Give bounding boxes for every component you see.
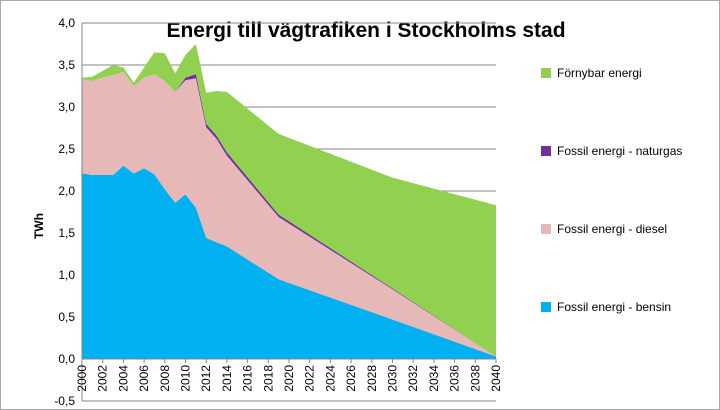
legend-swatch bbox=[541, 224, 551, 234]
legend-swatch bbox=[541, 146, 551, 156]
legend-swatch bbox=[541, 68, 551, 78]
y-tick-labels: 4,0 3,5 3,0 2,5 2,0 1,5 1,0 0,5 0,0 -0,5 bbox=[54, 16, 75, 408]
legend-label: Förnybar energi bbox=[557, 66, 642, 80]
y-tick-label: 1,5 bbox=[58, 226, 75, 240]
y-tick-label: -0,5 bbox=[54, 394, 75, 408]
x-tick-label: 2036 bbox=[448, 365, 462, 392]
x-tick-label: 2032 bbox=[406, 365, 420, 392]
x-tick-label: 2022 bbox=[303, 365, 317, 392]
y-axis-label: TWh bbox=[32, 213, 46, 239]
x-tick-label: 2040 bbox=[489, 365, 503, 392]
x-tick-label: 2008 bbox=[158, 365, 172, 392]
y-tick-label: 3,0 bbox=[58, 100, 75, 114]
x-tick-label: 2010 bbox=[179, 365, 193, 392]
x-tick-label: 2014 bbox=[220, 365, 234, 392]
y-tick-label: 0,0 bbox=[58, 352, 75, 366]
legend-label: Fossil energi - naturgas bbox=[557, 144, 682, 158]
axes bbox=[81, 23, 497, 401]
x-tick-label: 2012 bbox=[199, 365, 213, 392]
x-tick-label: 2020 bbox=[282, 365, 296, 392]
chart-title: Energi till vägtrafiken i Stockholms sta… bbox=[166, 19, 566, 42]
legend-label: Fossil energi - bensin bbox=[557, 300, 671, 314]
legend: Förnybar energi Fossil energi - naturgas F… bbox=[541, 66, 682, 314]
x-tick-label: 2004 bbox=[116, 365, 130, 392]
legend-label: Fossil energi - diesel bbox=[557, 222, 667, 236]
y-tick-label: 2,5 bbox=[58, 142, 75, 156]
series-area bbox=[82, 44, 496, 357]
x-tick-label: 2016 bbox=[241, 365, 255, 392]
x-tick-label: 2000 bbox=[75, 365, 89, 392]
x-tick-label: 2002 bbox=[96, 365, 110, 392]
y-tick-label: 3,5 bbox=[58, 58, 75, 72]
x-tick-label: 2030 bbox=[386, 365, 400, 392]
x-tick-label: 2028 bbox=[365, 365, 379, 392]
y-tick-label: 1,0 bbox=[58, 268, 75, 282]
series-areas bbox=[82, 44, 496, 359]
x-tick-label: 2034 bbox=[427, 365, 441, 392]
x-tick-label: 2024 bbox=[323, 365, 337, 392]
legend-swatch bbox=[541, 302, 551, 312]
x-tick-label: 2038 bbox=[468, 365, 482, 392]
y-tick-label: 4,0 bbox=[58, 16, 75, 30]
y-tick-label: 2,0 bbox=[58, 184, 75, 198]
series-area bbox=[82, 71, 496, 357]
x-tick-label: 2018 bbox=[261, 365, 275, 392]
x-tick-labels: 2000 2002 2004 2006 2008 2010 2012 2014 2016 2018… bbox=[75, 365, 503, 392]
x-tick-label: 2006 bbox=[137, 365, 151, 392]
series-area bbox=[82, 165, 496, 359]
y-tick-label: 0,5 bbox=[58, 310, 75, 324]
x-tick-label: 2026 bbox=[344, 365, 358, 392]
